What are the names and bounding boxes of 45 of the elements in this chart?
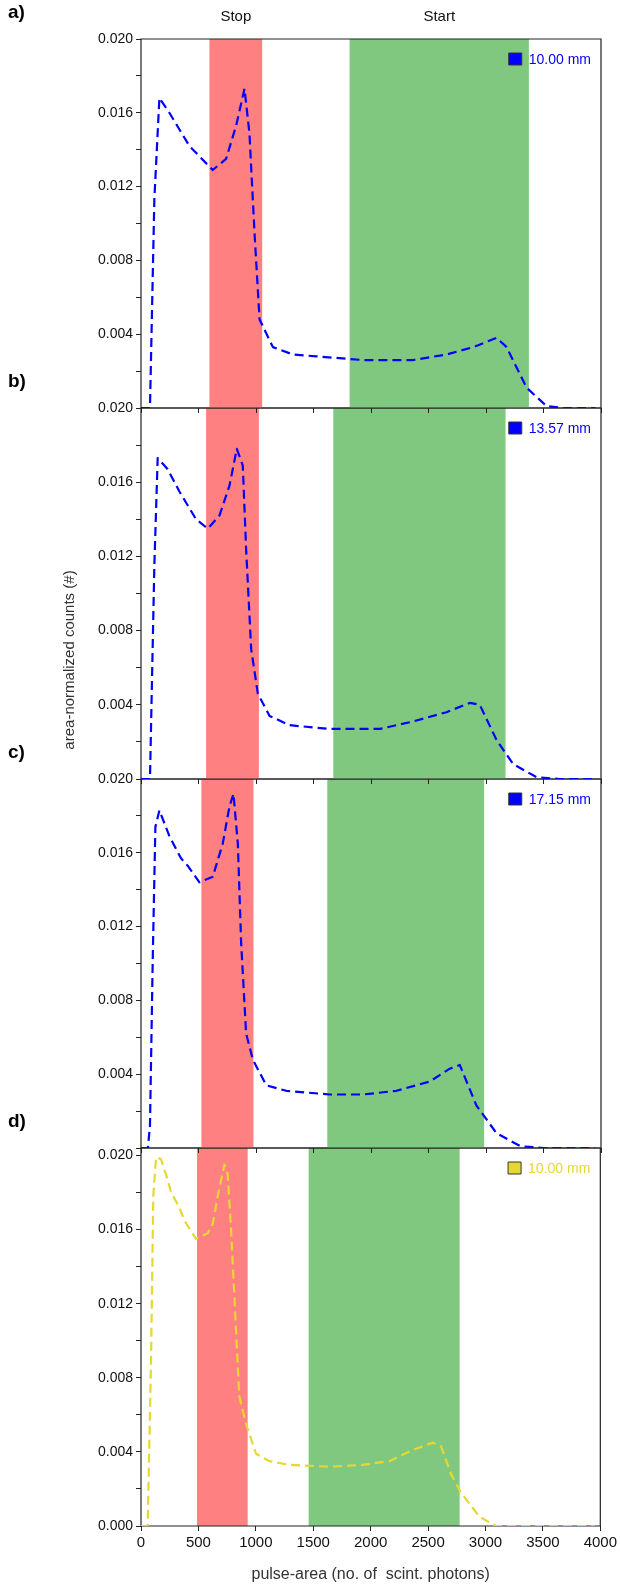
legend-label: 13.57 mm [528,419,591,436]
x-tick-label: 0 [136,1533,146,1551]
x-tick-label: 1000 [239,1533,273,1551]
text: c) [8,741,25,763]
y-tick-label: 0.012 [97,917,134,934]
x-tick-label: 1500 [296,1533,330,1551]
y-axis-title: area-normalized counts (#) [59,570,77,750]
x-tick-label: 500 [185,1533,211,1551]
y-tick-label: 0.016 [97,473,134,490]
x-tick-label: 2500 [411,1533,445,1551]
y-tick-label: 0.000 [97,1516,134,1533]
x-tick-label: 3500 [526,1533,560,1551]
line-series [141,87,597,408]
y-tick-label: 0.004 [97,325,134,342]
y-tick-label: 0.016 [97,1220,134,1237]
y-tick-label: 0.012 [97,177,134,194]
y-tick-label: 0.008 [97,991,134,1008]
y-tick-label: 0.008 [97,621,134,638]
x-tick-label: 4000 [583,1533,617,1551]
y-tick-label: 0.016 [97,843,134,860]
band-label: Stop [220,7,252,25]
line-series [141,792,597,1148]
line-series [141,1156,596,1526]
legend-label: 10.00 mm [528,1159,591,1176]
band-label: Start [423,7,456,25]
y-tick-label: 0.004 [97,1065,134,1082]
text: a) [8,1,25,23]
y-tick-label: 0.020 [97,398,134,415]
legend-label: 17.15 mm [528,790,591,807]
y-tick-label: 0.008 [97,1368,134,1385]
y-tick-label: 0.012 [97,547,134,564]
x-tick-label: 3000 [468,1533,503,1551]
x-tick-label: 2000 [353,1533,388,1551]
legend-label: 10.00 mm [528,50,591,67]
y-tick-label: 0.008 [97,251,134,268]
y-tick-label: 0.020 [97,769,134,786]
y-tick-label: 0.016 [97,103,134,120]
y-tick-label: 0.012 [97,1294,134,1311]
text: d) [8,1110,26,1132]
y-tick-label: 0.004 [97,1442,134,1459]
y-tick-label: 0.004 [97,695,134,712]
x-axis-title: pulse-area (no. of scint. photons) [251,1564,490,1582]
y-tick-label: 0.020 [97,1146,134,1163]
y-tick-label: 0.020 [97,29,134,46]
text: b) [8,370,26,392]
